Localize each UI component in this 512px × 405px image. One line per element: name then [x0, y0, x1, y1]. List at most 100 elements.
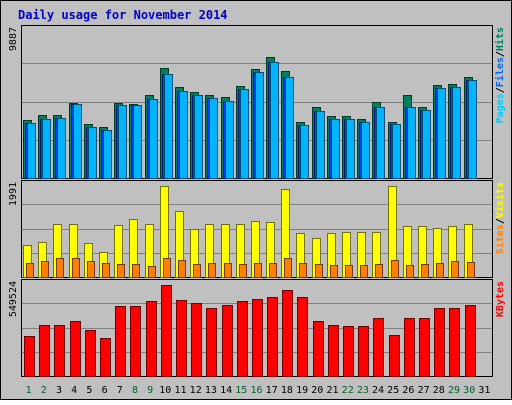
x-tick-label: 4 — [71, 385, 77, 396]
bar-kbytes-day-19 — [297, 297, 308, 377]
bar-kbytes-day-5 — [85, 330, 96, 377]
right-axis-label: Pages/Files/Hits — [494, 27, 506, 123]
x-tick-label: 8 — [132, 385, 138, 396]
axis-label-files: Files — [494, 57, 506, 87]
axis-label-separator: / — [495, 218, 506, 224]
bar-pages-day-18 — [285, 77, 294, 179]
bar-sites-day-6 — [102, 263, 110, 278]
bar-kbytes-day-18 — [282, 290, 293, 377]
x-tick-label: 7 — [117, 385, 123, 396]
bar-sites-day-24 — [375, 264, 383, 278]
bar-pages-day-15 — [240, 89, 249, 179]
bar-sites-day-7 — [117, 264, 125, 278]
x-tick-label: 27 — [418, 385, 430, 396]
bar-kbytes-day-22 — [343, 326, 354, 377]
bar-sites-day-14 — [224, 263, 232, 278]
bar-pages-day-16 — [255, 72, 264, 179]
bar-pages-day-13 — [209, 98, 218, 179]
bar-sites-day-22 — [345, 265, 353, 278]
y-axis-max-label: 9887 — [8, 27, 19, 51]
bar-kbytes-day-10 — [161, 285, 172, 377]
bar-pages-day-28 — [437, 88, 446, 179]
bar-kbytes-day-6 — [100, 338, 111, 377]
y-axis-max-label: 549524 — [8, 281, 19, 317]
bar-kbytes-day-21 — [328, 325, 339, 377]
bar-sites-day-27 — [421, 264, 429, 278]
bar-pages-day-4 — [73, 104, 82, 179]
panel-visits: 1991 Sites/Visits — [8, 180, 506, 278]
bar-sites-day-19 — [299, 263, 307, 278]
bar-kbytes-day-26 — [404, 318, 415, 377]
x-tick-label: 25 — [387, 385, 399, 396]
x-tick-label: 14 — [220, 385, 232, 396]
right-axis-label: Sites/Visits — [494, 182, 506, 254]
axis-label-separator: / — [495, 87, 506, 93]
x-tick-label: 22 — [342, 385, 354, 396]
x-tick-label: 17 — [266, 385, 278, 396]
bar-pages-day-20 — [316, 111, 325, 179]
x-tick-label: 18 — [281, 385, 293, 396]
x-tick-label: 24 — [372, 385, 384, 396]
axis-label-visits: Visits — [494, 182, 506, 218]
x-tick-label: 12 — [190, 385, 202, 396]
bar-pages-day-24 — [376, 107, 385, 179]
x-tick-label: 19 — [296, 385, 308, 396]
bar-kbytes-day-9 — [146, 301, 157, 377]
bar-kbytes-day-8 — [130, 306, 141, 377]
bar-pages-day-25 — [392, 124, 401, 179]
bar-kbytes-day-29 — [449, 308, 460, 377]
bar-pages-day-26 — [407, 107, 416, 179]
x-tick-label: 20 — [311, 385, 323, 396]
bar-pages-day-2 — [42, 119, 51, 179]
x-tick-label: 3 — [56, 385, 62, 396]
axis-label-separator: / — [495, 51, 506, 57]
bar-kbytes-day-4 — [70, 321, 81, 377]
x-axis-labels: 1 2 3 4 5 6 7 8 9 10 11 12 13 14 15 16 17 18 19 20 21 22 23 24 2… — [26, 385, 491, 396]
bar-pages-day-19 — [300, 125, 309, 179]
axis-label-hits: Hits — [494, 27, 506, 51]
bar-sites-day-13 — [208, 263, 216, 278]
right-axis-label: KBytes — [495, 281, 506, 317]
bar-sites-day-1 — [26, 263, 34, 278]
x-tick-label: 31 — [478, 385, 490, 396]
x-tick-label: 11 — [174, 385, 186, 396]
bar-kbytes-day-20 — [313, 321, 324, 377]
bar-sites-day-30 — [467, 262, 475, 278]
bar-pages-day-9 — [149, 99, 158, 179]
bar-sites-day-26 — [406, 265, 414, 278]
bar-pages-day-6 — [103, 130, 112, 179]
bar-sites-day-20 — [315, 264, 323, 278]
bar-kbytes-day-13 — [206, 308, 217, 377]
x-tick-label: 13 — [205, 385, 217, 396]
bar-pages-day-5 — [88, 127, 97, 179]
chart-title: Daily usage for November 2014 — [18, 8, 228, 22]
bar-sites-day-11 — [178, 260, 186, 278]
bar-kbytes-day-24 — [373, 318, 384, 377]
bar-kbytes-day-3 — [54, 325, 65, 377]
bar-kbytes-day-23 — [358, 326, 369, 377]
x-tick-label: 30 — [463, 385, 475, 396]
bar-kbytes-day-1 — [24, 336, 35, 377]
bar-kbytes-day-30 — [465, 305, 476, 377]
x-tick-label: 15 — [235, 385, 247, 396]
bar-sites-day-15 — [239, 264, 247, 278]
x-tick-label: 28 — [433, 385, 445, 396]
bar-sites-day-10 — [163, 258, 171, 278]
bar-kbytes-day-25 — [389, 335, 400, 377]
bar-sites-day-21 — [330, 265, 338, 278]
axis-label-kbytes: KBytes — [495, 281, 506, 317]
bar-kbytes-day-17 — [267, 297, 278, 377]
bar-pages-day-1 — [27, 123, 36, 179]
bar-sites-day-28 — [436, 263, 444, 278]
bar-pages-day-14 — [225, 101, 234, 179]
bar-sites-day-4 — [72, 258, 80, 278]
bar-sites-day-25 — [391, 260, 399, 278]
bar-kbytes-day-11 — [176, 300, 187, 377]
bar-sites-day-5 — [87, 261, 95, 278]
axis-label-sites: Sites — [494, 224, 506, 254]
bar-sites-day-12 — [193, 264, 201, 278]
bar-kbytes-day-14 — [222, 305, 233, 377]
